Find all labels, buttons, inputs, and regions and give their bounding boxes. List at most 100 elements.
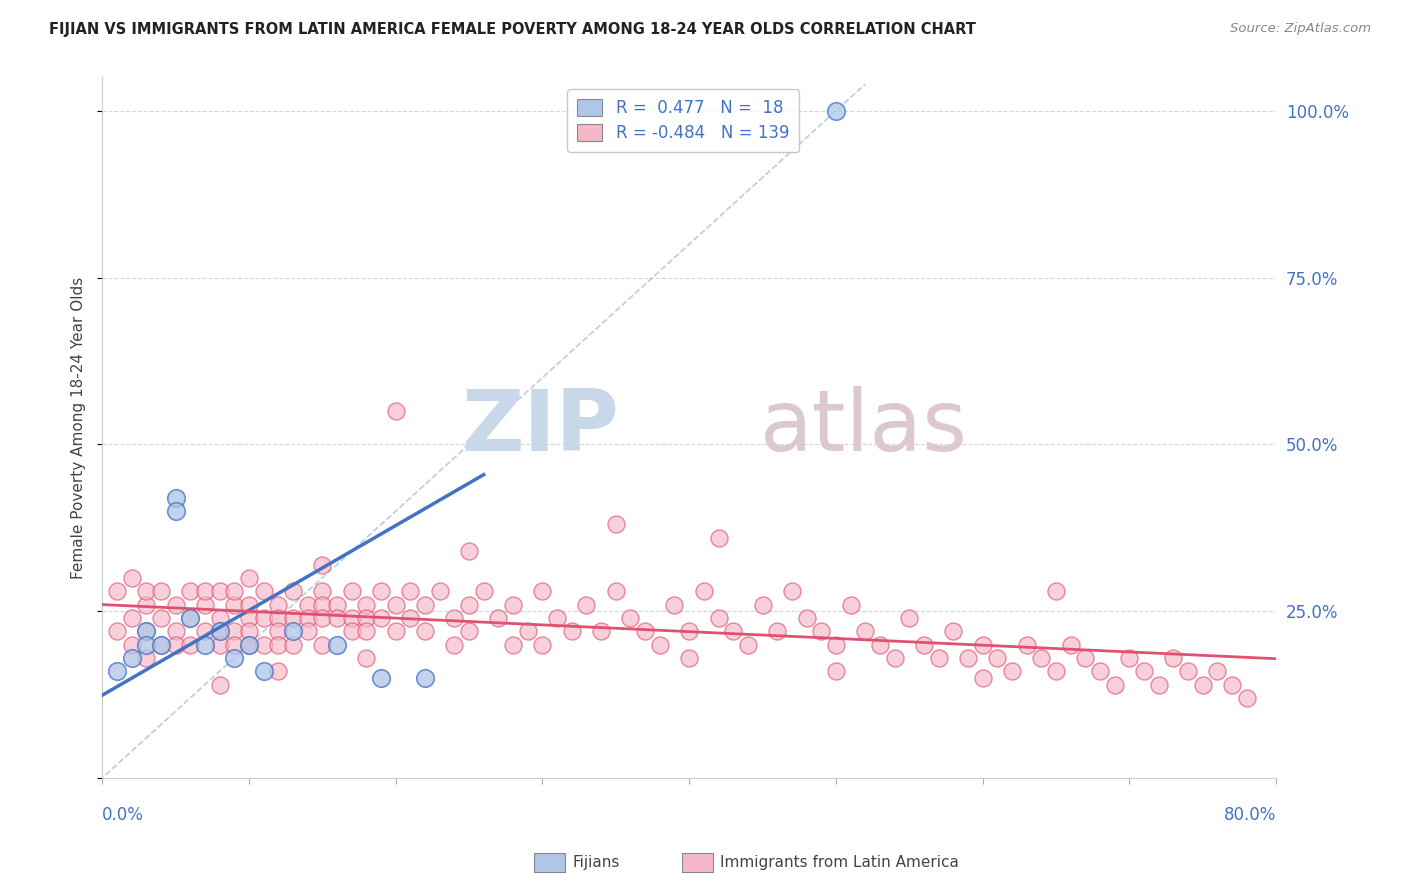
Point [224,584,246,599]
Point [135,638,157,652]
Point [780,584,803,599]
Point [634,624,657,639]
Point [208,624,231,639]
Point [796,611,818,625]
Point [267,598,290,612]
Point [825,665,848,679]
Text: ZIP: ZIP [461,386,619,469]
Point [135,651,157,665]
Point [194,598,217,612]
Point [356,651,378,665]
Point [546,611,568,625]
Point [429,584,451,599]
Point [311,611,333,625]
Point [458,598,481,612]
Point [1074,651,1097,665]
Point [413,671,436,685]
Point [135,624,157,639]
Point [326,611,349,625]
Point [121,638,143,652]
Point [1031,651,1053,665]
Point [413,598,436,612]
Point [238,638,260,652]
Point [267,665,290,679]
Point [208,611,231,625]
Point [165,638,187,652]
Point [516,624,538,639]
Point [252,584,274,599]
Point [297,598,319,612]
Point [149,611,172,625]
Point [591,624,613,639]
Point [561,624,583,639]
Point [252,611,274,625]
Point [972,671,994,685]
Point [1220,677,1243,691]
Point [883,651,905,665]
Point [912,638,935,652]
Point [179,611,201,625]
Point [664,598,686,612]
Point [224,638,246,652]
Point [707,611,730,625]
Point [766,624,789,639]
Point [224,598,246,612]
Point [1133,665,1156,679]
Point [413,624,436,639]
Point [678,624,700,639]
Point [281,624,304,639]
Point [1236,690,1258,705]
Point [326,598,349,612]
Point [370,611,392,625]
Point [149,638,172,652]
Point [135,598,157,612]
Point [1163,651,1185,665]
Point [267,611,290,625]
Point [356,611,378,625]
Point [707,531,730,545]
Point [1118,651,1140,665]
Point [986,651,1008,665]
Point [678,651,700,665]
Point [502,598,524,612]
Point [1045,665,1067,679]
Point [928,651,950,665]
Point [721,624,744,639]
Point [238,598,260,612]
Point [619,611,641,625]
Point [281,611,304,625]
Point [194,584,217,599]
Point [311,638,333,652]
Point [1088,665,1111,679]
Point [942,624,965,639]
Point [297,611,319,625]
Point [853,624,876,639]
Point [472,584,495,599]
Point [531,638,554,652]
Point [356,598,378,612]
Point [751,598,773,612]
Point [370,671,392,685]
Point [238,611,260,625]
Legend: R =  0.477   N =  18, R = -0.484   N = 139: R = 0.477 N = 18, R = -0.484 N = 139 [568,89,799,153]
Point [399,584,422,599]
Point [384,598,406,612]
Point [208,624,231,639]
Point [605,584,627,599]
Point [105,624,128,639]
Point [208,584,231,599]
Text: Fijians: Fijians [572,855,620,870]
Point [311,584,333,599]
Point [165,598,187,612]
Point [121,571,143,585]
Point [1206,665,1229,679]
Point [105,665,128,679]
Point [179,584,201,599]
Point [458,624,481,639]
Point [311,598,333,612]
Point [1177,665,1199,679]
Point [165,624,187,639]
Point [224,624,246,639]
Point [384,404,406,418]
Point [165,491,187,505]
